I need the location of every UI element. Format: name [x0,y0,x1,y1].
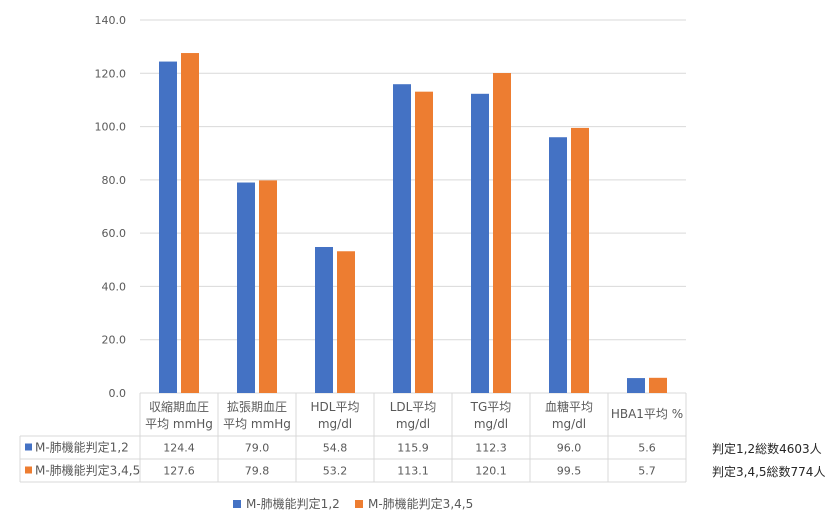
data-table-value: 5.7 [638,465,656,478]
gridlines: 0.0 20.0 40.0 60.0 80.0 100.0 120.0 140.0 [95,14,686,400]
data-table-value: 54.8 [323,442,348,455]
legend-swatch-series2 [355,500,363,508]
legend-swatch-series1 [233,500,241,508]
y-tick-label: 0.0 [109,387,127,400]
y-tick-label: 120.0 [95,67,127,80]
legend-item-series2: M-肺機能判定3,4,5 [355,495,473,512]
y-tick-label: 140.0 [95,14,127,27]
y-tick-label: 20.0 [102,334,127,347]
category-label: TG平均 [470,400,512,414]
category-label: 平均 mmHg [145,417,213,431]
category-label: mg/dl [318,417,352,431]
y-tick-label: 60.0 [102,227,127,240]
data-table-value: 120.1 [475,465,507,478]
legend-label-series2: M-肺機能判定3,4,5 [368,497,474,511]
category-label: LDL平均 [390,400,437,414]
category-label: mg/dl [474,417,508,431]
legend-label-series1: M-肺機能判定1,2 [246,497,340,511]
bar [549,137,567,393]
bar [393,84,411,393]
bar [493,73,511,393]
bar [415,91,433,394]
data-table-value: 5.6 [638,442,656,455]
table-legend-swatch [25,466,32,474]
data-table-value: 112.3 [475,442,507,455]
category-label: 収縮期血圧 [149,399,209,414]
data-table-value: 53.2 [323,465,348,478]
bar [649,377,667,393]
legend: M-肺機能判定1,2 M-肺機能判定3,4,5 [0,495,832,513]
category-label: 血糖平均 [545,399,593,414]
bars [159,53,667,394]
y-tick-label: 80.0 [102,174,127,187]
bar [337,251,355,393]
data-table-value: 113.1 [397,465,429,478]
table-series-label: M-肺機能判定3,4,5 [35,463,140,478]
data-table-value: 96.0 [557,442,582,455]
data-table-value: 79.0 [245,442,270,455]
category-label: 平均 mmHg [223,417,291,431]
y-tick-label: 40.0 [102,280,127,293]
bar [627,378,645,393]
data-table-value: 124.4 [163,442,195,455]
bar [571,127,589,394]
bar [259,180,277,393]
data-table-value: 79.8 [245,465,270,478]
series2-total-note: 判定3,4,5総数774人 [712,465,826,479]
y-tick-label: 100.0 [95,121,127,134]
bar [159,61,177,393]
bar [471,93,489,393]
data-table-value: 115.9 [397,442,429,455]
category-label: HDL平均 [311,400,360,414]
bar [237,182,255,393]
category-label: mg/dl [396,417,430,431]
category-label: mg/dl [552,417,586,431]
bar [315,246,333,393]
data-table-value: 127.6 [163,465,195,478]
category-label: HBA1平均 % [611,407,683,421]
series1-total-note: 判定1,2総数4603人 [712,442,822,456]
category-label: 拡張期血圧 [227,400,287,414]
table-legend-swatch [25,443,32,451]
legend-item-series1: M-肺機能判定1,2 [233,495,340,512]
bar [181,53,199,394]
table-series-label: M-肺機能判定1,2 [35,440,129,455]
data-table-value: 99.5 [557,465,582,478]
